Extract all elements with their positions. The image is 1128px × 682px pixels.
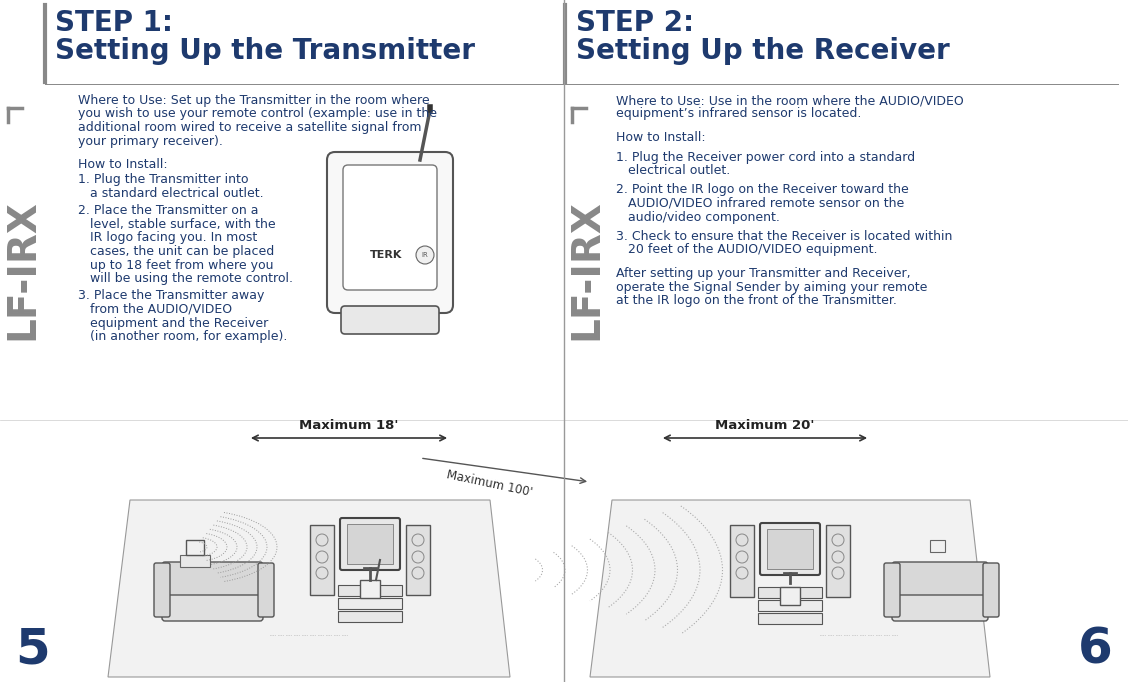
Text: (in another room, for example).: (in another room, for example). bbox=[78, 330, 288, 343]
Text: Where to Use: Use in the room where the AUDIO/VIDEO: Where to Use: Use in the room where the … bbox=[616, 94, 963, 107]
Text: AUDIO/VIDEO infrared remote sensor on the: AUDIO/VIDEO infrared remote sensor on th… bbox=[616, 197, 905, 210]
Text: operate the Signal Sender by aiming your remote: operate the Signal Sender by aiming your… bbox=[616, 280, 927, 293]
Text: your primary receiver).: your primary receiver). bbox=[78, 134, 223, 147]
Polygon shape bbox=[108, 500, 510, 677]
Bar bbox=[758, 600, 822, 611]
FancyBboxPatch shape bbox=[892, 587, 988, 621]
Bar bbox=[310, 525, 334, 595]
FancyBboxPatch shape bbox=[340, 518, 400, 570]
Text: How to Install:: How to Install: bbox=[616, 131, 706, 144]
FancyBboxPatch shape bbox=[327, 152, 453, 313]
Text: 5: 5 bbox=[15, 626, 50, 674]
Bar bbox=[180, 555, 210, 567]
Text: Maximum 18': Maximum 18' bbox=[299, 419, 398, 432]
Text: at the IR logo on the front of the Transmitter.: at the IR logo on the front of the Trans… bbox=[616, 294, 897, 307]
Text: audio/video component.: audio/video component. bbox=[616, 211, 779, 224]
Bar bbox=[826, 525, 851, 597]
FancyBboxPatch shape bbox=[341, 306, 439, 334]
Text: IR: IR bbox=[422, 252, 429, 258]
FancyBboxPatch shape bbox=[155, 563, 170, 617]
Text: 2. Place the Transmitter on a: 2. Place the Transmitter on a bbox=[78, 205, 258, 218]
Text: How to Install:: How to Install: bbox=[78, 158, 168, 171]
Text: you wish to use your remote control (example: use in the: you wish to use your remote control (exa… bbox=[78, 108, 437, 121]
Text: additional room wired to receive a satellite signal from: additional room wired to receive a satel… bbox=[78, 121, 422, 134]
Text: a standard electrical outlet.: a standard electrical outlet. bbox=[78, 187, 264, 200]
Bar bbox=[338, 585, 402, 596]
Text: Where to Use: Set up the Transmitter in the room where: Where to Use: Set up the Transmitter in … bbox=[78, 94, 430, 107]
Circle shape bbox=[416, 246, 434, 264]
Bar bbox=[338, 611, 402, 622]
Text: LF-IRX: LF-IRX bbox=[3, 200, 41, 340]
Text: IR logo facing you. In most: IR logo facing you. In most bbox=[78, 231, 257, 245]
Text: level, stable surface, with the: level, stable surface, with the bbox=[78, 218, 275, 231]
Polygon shape bbox=[590, 500, 990, 677]
FancyBboxPatch shape bbox=[760, 523, 820, 575]
FancyBboxPatch shape bbox=[258, 563, 274, 617]
Text: TERK: TERK bbox=[370, 250, 403, 260]
FancyBboxPatch shape bbox=[162, 562, 263, 595]
Text: 20 feet of the AUDIO/VIDEO equipment.: 20 feet of the AUDIO/VIDEO equipment. bbox=[616, 243, 878, 256]
FancyBboxPatch shape bbox=[892, 562, 988, 595]
Bar bbox=[730, 525, 754, 597]
Bar bbox=[779, 587, 800, 605]
Text: 1. Plug the Receiver power cord into a standard: 1. Plug the Receiver power cord into a s… bbox=[616, 151, 915, 164]
Bar bbox=[758, 587, 822, 598]
Text: 6: 6 bbox=[1078, 626, 1113, 674]
Text: Setting Up the Transmitter: Setting Up the Transmitter bbox=[55, 37, 475, 65]
Bar bbox=[406, 525, 430, 595]
Text: 3. Check to ensure that the Receiver is located within: 3. Check to ensure that the Receiver is … bbox=[616, 230, 952, 243]
Text: will be using the remote control.: will be using the remote control. bbox=[78, 272, 293, 285]
Bar bbox=[767, 529, 813, 569]
Text: STEP 2:: STEP 2: bbox=[576, 9, 694, 37]
Text: up to 18 feet from where you: up to 18 feet from where you bbox=[78, 258, 273, 271]
Text: 2. Point the IR logo on the Receiver toward the: 2. Point the IR logo on the Receiver tow… bbox=[616, 183, 909, 196]
Text: from the AUDIO/VIDEO: from the AUDIO/VIDEO bbox=[78, 303, 232, 316]
FancyBboxPatch shape bbox=[343, 165, 437, 290]
Text: equipment’s infrared sensor is located.: equipment’s infrared sensor is located. bbox=[616, 108, 862, 121]
Text: Maximum 20': Maximum 20' bbox=[715, 419, 814, 432]
Text: STEP 1:: STEP 1: bbox=[55, 9, 173, 37]
Text: cases, the unit can be placed: cases, the unit can be placed bbox=[78, 245, 274, 258]
Text: Setting Up the Receiver: Setting Up the Receiver bbox=[576, 37, 950, 65]
Bar bbox=[758, 613, 822, 624]
Bar bbox=[347, 524, 393, 564]
Text: electrical outlet.: electrical outlet. bbox=[616, 164, 730, 177]
Bar bbox=[338, 598, 402, 609]
Bar bbox=[186, 540, 204, 555]
FancyBboxPatch shape bbox=[162, 587, 263, 621]
Text: LF-IRX: LF-IRX bbox=[567, 200, 605, 340]
FancyBboxPatch shape bbox=[884, 563, 900, 617]
Bar bbox=[360, 580, 380, 598]
Bar bbox=[929, 540, 945, 552]
Text: Maximum 100': Maximum 100' bbox=[446, 468, 535, 499]
Text: 3. Place the Transmitter away: 3. Place the Transmitter away bbox=[78, 289, 264, 303]
FancyBboxPatch shape bbox=[982, 563, 999, 617]
Text: equipment and the Receiver: equipment and the Receiver bbox=[78, 316, 268, 329]
Text: After setting up your Transmitter and Receiver,: After setting up your Transmitter and Re… bbox=[616, 267, 910, 280]
Text: 1. Plug the Transmitter into: 1. Plug the Transmitter into bbox=[78, 173, 248, 186]
